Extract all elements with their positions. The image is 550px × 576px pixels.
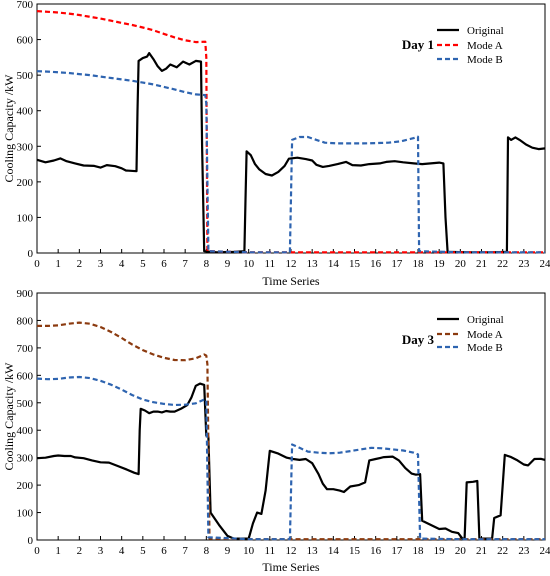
x-tick-label: 11	[265, 258, 276, 270]
y-tick-label: 300	[17, 453, 34, 465]
x-tick-label: 17	[391, 545, 403, 557]
y-tick-label: 500	[17, 70, 34, 82]
x-tick-label: 23	[518, 258, 530, 270]
x-tick-label: 14	[328, 545, 340, 557]
x-tick-label: 12	[286, 545, 297, 557]
y-tick-label: 600	[17, 35, 34, 47]
x-tick-label: 2	[77, 258, 83, 270]
x-tick-label: 18	[413, 258, 425, 270]
series-line-mode-b	[36, 375, 545, 541]
y-tick-label: 900	[17, 288, 34, 300]
x-tick-label: 7	[182, 258, 188, 270]
x-tick-label: 5	[140, 545, 146, 557]
x-tick-label: 4	[119, 545, 125, 557]
x-tick-label: 1	[55, 545, 61, 557]
legend-label: Mode B	[467, 342, 503, 354]
y-axis-title: Cooling Capacity /kW	[2, 74, 16, 183]
day-annotation: Day 3	[402, 332, 435, 347]
x-axis-title: Time Series	[262, 560, 320, 574]
x-tick-label: 24	[540, 258, 550, 270]
y-tick-label: 400	[17, 106, 34, 118]
series-line-original	[36, 52, 546, 254]
legend-label: Mode A	[467, 329, 503, 341]
x-tick-label: 0	[34, 545, 40, 557]
x-tick-label: 22	[497, 258, 508, 270]
y-tick-label: 700	[17, 343, 34, 355]
x-tick-label: 7	[182, 545, 188, 557]
x-tick-label: 18	[413, 545, 425, 557]
x-axis-title: Time Series	[262, 274, 320, 288]
x-tick-label: 2	[77, 545, 83, 557]
x-tick-label: 15	[349, 545, 361, 557]
x-tick-label: 24	[540, 545, 550, 557]
x-tick-label: 0	[34, 258, 40, 270]
x-tick-label: 13	[307, 545, 319, 557]
x-tick-label: 5	[140, 258, 146, 270]
y-tick-label: 700	[17, 0, 34, 11]
y-tick-label: 800	[17, 315, 34, 327]
x-tick-label: 13	[307, 258, 319, 270]
legend-label: Mode A	[467, 40, 503, 52]
x-tick-label: 22	[497, 545, 508, 557]
y-tick-label: 200	[17, 177, 34, 189]
legend-label: Original	[467, 314, 504, 326]
x-tick-label: 3	[98, 258, 104, 270]
y-tick-label: 600	[17, 370, 34, 382]
series-line-mode-a	[36, 10, 545, 254]
x-tick-label: 8	[204, 258, 210, 270]
legend-label: Original	[467, 25, 504, 37]
y-tick-label: 200	[17, 480, 34, 492]
y-tick-label: 0	[28, 248, 34, 260]
x-tick-label: 9	[225, 258, 231, 270]
y-tick-label: 500	[17, 398, 34, 410]
x-tick-label: 16	[370, 545, 382, 557]
x-tick-label: 11	[265, 545, 276, 557]
legend-label: Mode B	[467, 54, 503, 66]
y-tick-label: 400	[17, 425, 34, 437]
x-tick-label: 8	[204, 545, 210, 557]
x-tick-label: 19	[434, 258, 446, 270]
series-line-original	[36, 382, 546, 540]
x-tick-label: 9	[225, 545, 231, 557]
y-tick-label: 300	[17, 141, 34, 153]
x-tick-label: 6	[161, 258, 167, 270]
series-line-mode-a	[37, 321, 545, 541]
x-tick-label: 16	[370, 258, 382, 270]
x-tick-label: 21	[476, 258, 487, 270]
y-tick-label: 0	[28, 535, 34, 547]
day-annotation: Day 1	[402, 37, 434, 52]
x-tick-label: 19	[434, 545, 446, 557]
y-axis-title: Cooling Capacity /kW	[2, 362, 16, 471]
x-tick-label: 3	[98, 545, 104, 557]
x-tick-label: 1	[55, 258, 61, 270]
x-tick-label: 14	[328, 258, 340, 270]
x-tick-label: 20	[455, 545, 467, 557]
x-tick-label: 4	[119, 258, 125, 270]
x-tick-label: 6	[161, 545, 167, 557]
x-tick-label: 21	[476, 545, 487, 557]
series-line-mode-b	[36, 70, 545, 254]
x-tick-label: 10	[243, 258, 255, 270]
x-tick-label: 20	[455, 258, 467, 270]
x-tick-label: 10	[243, 545, 255, 557]
x-tick-label: 15	[349, 258, 361, 270]
x-tick-label: 12	[286, 258, 297, 270]
x-tick-label: 23	[518, 545, 530, 557]
x-tick-label: 17	[391, 258, 403, 270]
y-tick-label: 100	[17, 212, 34, 224]
y-tick-label: 100	[17, 508, 34, 520]
